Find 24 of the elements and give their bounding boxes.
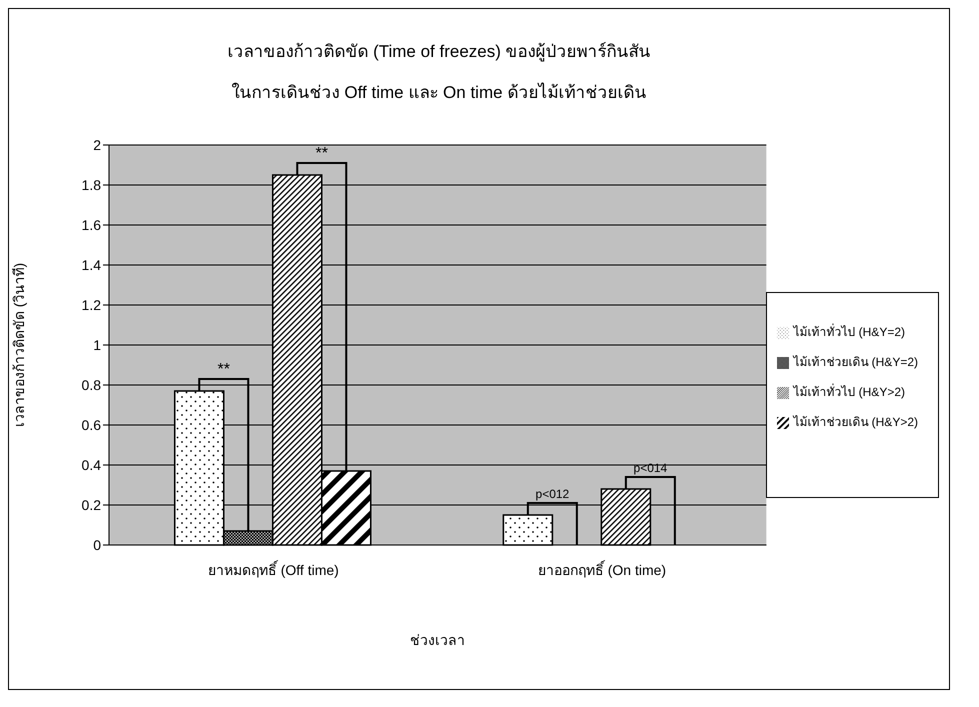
y-tick-label: 1 bbox=[93, 336, 102, 353]
x-tick-label: ยาหมดฤทธิ์ (Off time) bbox=[208, 560, 339, 578]
legend-label: ไม้เท้าช่วยเดิน (H&Y=2) bbox=[793, 355, 918, 369]
y-tick-label: 0.4 bbox=[82, 456, 102, 473]
legend-label: ไม้เท้าทั่วไป (H&Y>2) bbox=[793, 385, 905, 399]
y-tick-label: 1.4 bbox=[82, 256, 102, 273]
legend-label: ไม้เท้าช่วยเดิน (H&Y>2) bbox=[793, 415, 918, 429]
y-tick-label: 0.8 bbox=[82, 376, 102, 393]
y-tick-label: 1.6 bbox=[82, 216, 102, 233]
y-tick-label: 2 bbox=[93, 136, 102, 153]
y-tick-label: 0.2 bbox=[82, 496, 102, 513]
y-tick-label: 0 bbox=[93, 536, 102, 553]
x-axis-title: ช่วงเวลา bbox=[410, 632, 466, 648]
x-tick-label: ยาออกฤทธิ์ (On time) bbox=[538, 560, 666, 578]
chart-subtitle: ในการเดินช่วง Off time และ On time ด้วยไม้เท้าช่วยเดิน bbox=[230, 82, 648, 104]
legend-label: ไม้เท้าทั่วไป (H&Y=2) bbox=[793, 325, 905, 339]
y-tick-label: 1.2 bbox=[82, 296, 102, 313]
annotation: p<012 bbox=[536, 487, 570, 501]
annotation: ** bbox=[218, 361, 230, 378]
y-axis-title: เวลาของก้าวติดขัด (วินาที) bbox=[10, 262, 27, 428]
y-tick-label: 0.6 bbox=[82, 416, 102, 433]
y-tick-label: 1.8 bbox=[82, 176, 102, 193]
annotation: ** bbox=[316, 145, 328, 162]
chart-title: เวลาของก้าวติดขัด (Time of freezes) ของผู้ป่วยพาร์กินสัน bbox=[226, 41, 652, 64]
